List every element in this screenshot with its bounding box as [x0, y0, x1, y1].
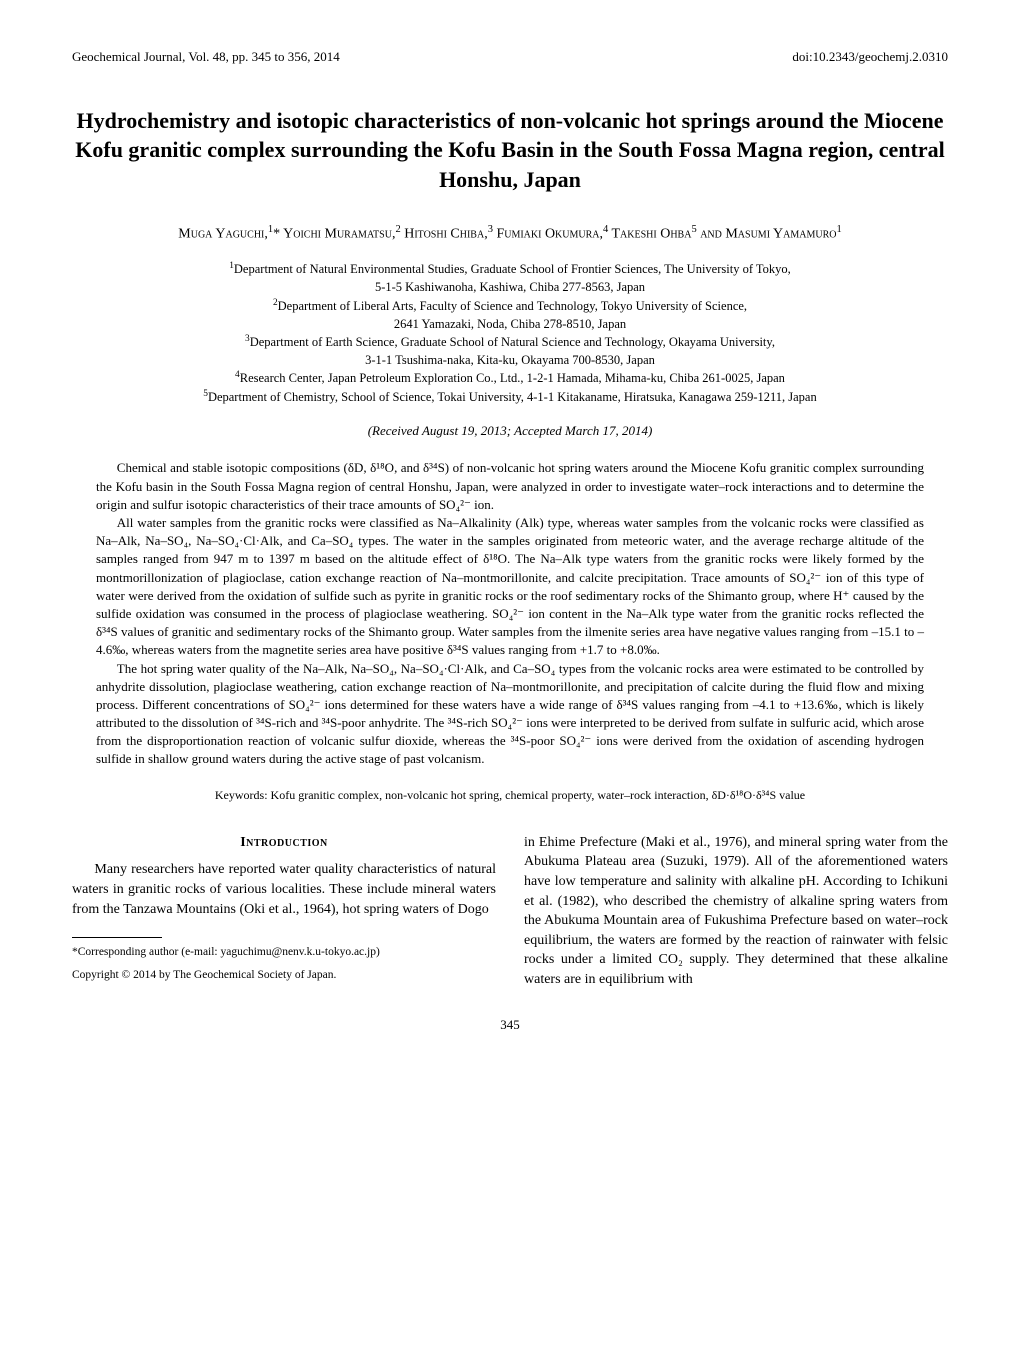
- right-column: in Ehime Prefecture (Maki et al., 1976),…: [524, 833, 948, 990]
- intro-left-text: Many researchers have reported water qua…: [72, 860, 496, 919]
- abstract: Chemical and stable isotopic composition…: [96, 459, 924, 768]
- received-line: (Received August 19, 2013; Accepted Marc…: [72, 422, 948, 440]
- abstract-p2: All water samples from the granitic rock…: [96, 514, 924, 660]
- affiliations: 1Department of Natural Environmental Stu…: [72, 260, 948, 406]
- intro-right-text: in Ehime Prefecture (Maki et al., 1976),…: [524, 833, 948, 990]
- copyright-note: Copyright © 2014 by The Geochemical Soci…: [72, 967, 496, 984]
- doi: doi:10.2343/geochemj.2.0310: [792, 48, 948, 66]
- keywords-line: Keywords: Kofu granitic complex, non-vol…: [96, 787, 924, 803]
- section-heading-introduction: Introduction: [72, 833, 496, 853]
- left-column: Introduction Many researchers have repor…: [72, 833, 496, 990]
- journal-ref: Geochemical Journal, Vol. 48, pp. 345 to…: [72, 48, 340, 66]
- footnote-separator: [72, 937, 162, 938]
- abstract-p1: Chemical and stable isotopic composition…: [96, 459, 924, 514]
- corresponding-author-note: *Corresponding author (e-mail: yaguchimu…: [72, 944, 496, 961]
- page-number: 345: [72, 1016, 948, 1034]
- running-header: Geochemical Journal, Vol. 48, pp. 345 to…: [72, 48, 948, 66]
- body-columns: Introduction Many researchers have repor…: [72, 833, 948, 990]
- author-list: Muga Yaguchi,1* Yoichi Muramatsu,2 Hitos…: [72, 223, 948, 245]
- article-title: Hydrochemistry and isotopic characterist…: [72, 106, 948, 195]
- abstract-p3: The hot spring water quality of the Na–A…: [96, 660, 924, 769]
